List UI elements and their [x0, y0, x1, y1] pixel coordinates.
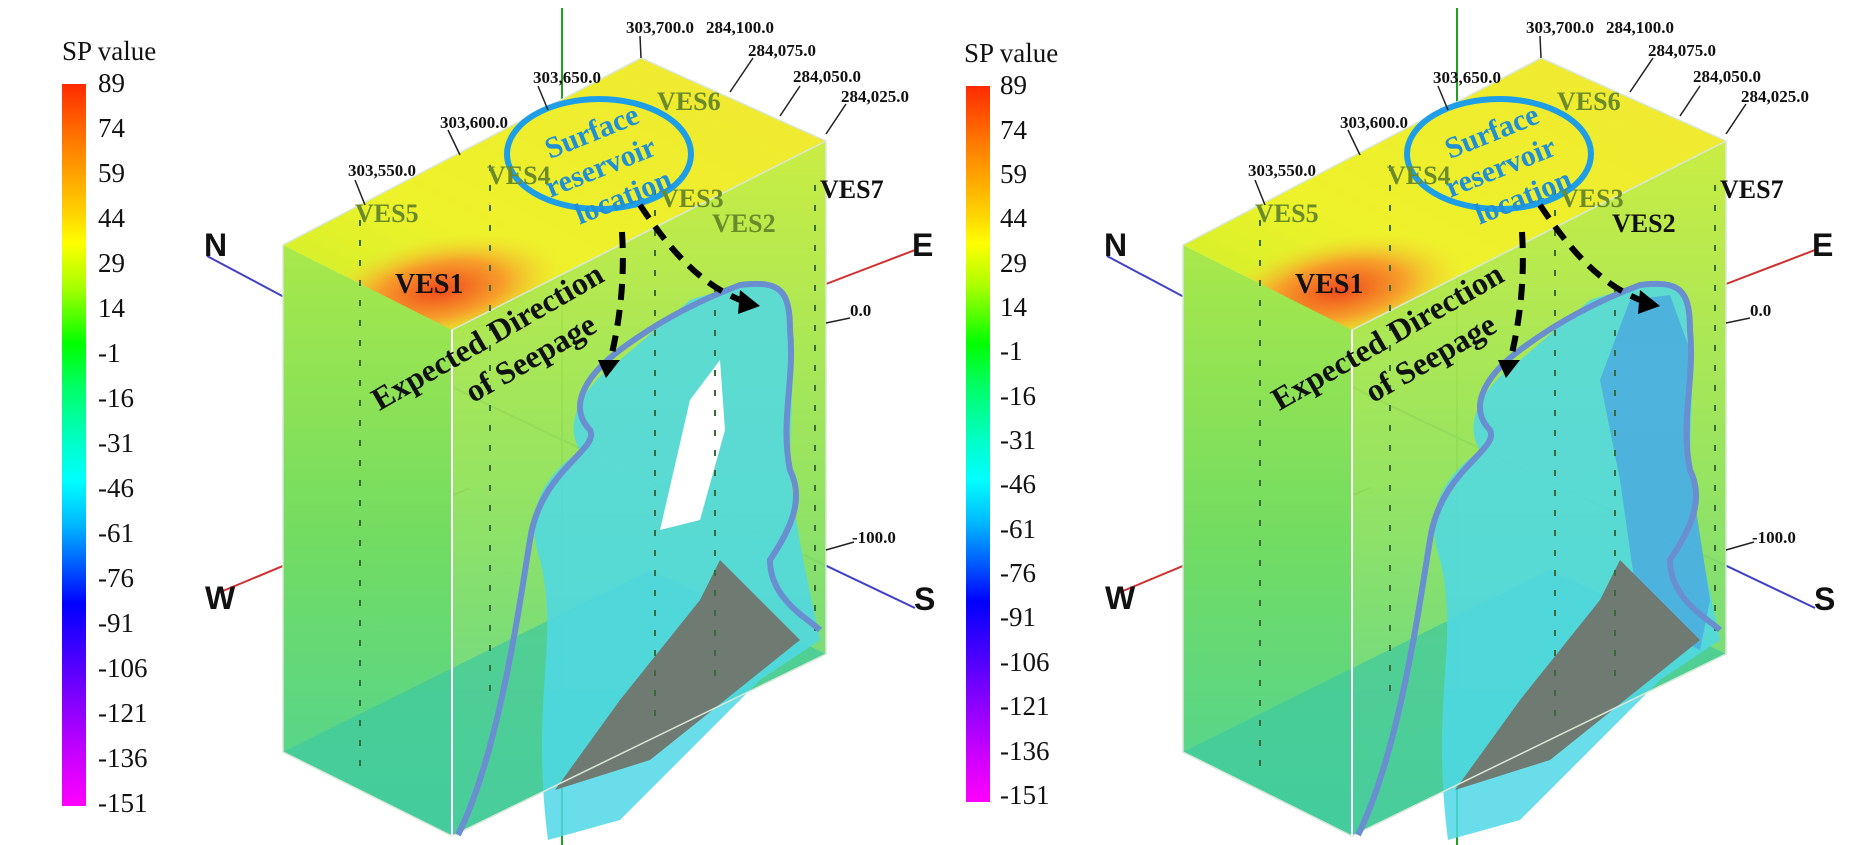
legend-tick: -31	[98, 428, 134, 458]
bedrock-surface	[555, 560, 800, 790]
coord-label: 303,600.0	[1340, 113, 1408, 132]
reservoir-ellipse	[1404, 96, 1594, 212]
coord-label: 303,600.0	[440, 113, 508, 132]
ves-label: VES2	[1612, 209, 1676, 238]
ves-label: VES4	[487, 161, 551, 190]
coord-label: 303,550.0	[348, 161, 416, 180]
coord-label: 303,700.0	[1526, 18, 1594, 37]
left-panel: SP value 89 74 59 44 29 14 -1 -16 -31 -4…	[62, 8, 935, 845]
seepage-core	[1600, 295, 1710, 650]
legend-tick: -46	[1000, 469, 1036, 499]
seepage-arrow	[1507, 231, 1526, 363]
legend-tick: -76	[98, 563, 134, 593]
legend-tick: -151	[98, 788, 148, 818]
legend-tick: 59	[1000, 159, 1027, 189]
borehole-lines	[1259, 165, 1716, 780]
legend-tick: -121	[1000, 691, 1050, 721]
coord-label: 284,100.0	[1606, 18, 1674, 37]
legend-tick: -16	[1000, 381, 1036, 411]
legend-tick: 29	[98, 248, 125, 278]
legend-tick: -1	[1000, 336, 1023, 366]
bedrock-surface	[1455, 560, 1700, 790]
legend-tick: 74	[98, 113, 125, 143]
legend-tick: 89	[98, 68, 125, 98]
legend-tick: -61	[98, 518, 134, 548]
legend-tick: -151	[1000, 780, 1050, 810]
legend-tick: -16	[98, 383, 134, 413]
block-front-face	[283, 245, 452, 836]
direction-north: N	[1104, 227, 1127, 263]
legend-tick: -61	[1000, 514, 1036, 544]
seepage-arrow	[607, 231, 626, 363]
depth-label: -100.0	[852, 528, 896, 547]
coord-label: 284,025.0	[1741, 87, 1809, 106]
ves-label: VES4	[1387, 161, 1451, 190]
legend-tick: -136	[98, 743, 148, 773]
legend-tick: -106	[1000, 647, 1050, 677]
coord-label: 284,100.0	[706, 18, 774, 37]
coord-label: 284,050.0	[793, 67, 861, 86]
ves-label: VES3	[660, 184, 724, 213]
ves-label: VES6	[657, 87, 721, 116]
legend-tick: 89	[1000, 70, 1027, 100]
legend-tick: 29	[1000, 248, 1027, 278]
legend-tick: 14	[1000, 292, 1027, 322]
seepage-anomaly	[534, 285, 820, 840]
legend-tick: 14	[98, 293, 125, 323]
legend-tick: -136	[1000, 736, 1050, 766]
color-bar	[966, 86, 990, 802]
direction-east: E	[912, 227, 933, 263]
legend-tick: -76	[1000, 558, 1036, 588]
block-diagram: 303,550.0 303,600.0 303,650.0 303,700.0 …	[1104, 8, 1835, 845]
ves-label: VES6	[1557, 87, 1621, 116]
block-diagram: 303,550.0 303,600.0 303,650.0 303,700.0 …	[204, 8, 935, 845]
legend-title: SP value	[964, 38, 1059, 68]
coord-label: 303,700.0	[626, 18, 694, 37]
direction-south: S	[1814, 581, 1835, 617]
ves-label: VES5	[1255, 199, 1319, 228]
direction-north: N	[204, 227, 227, 263]
depth-label: 0.0	[1750, 301, 1771, 320]
legend-tick: 44	[98, 203, 125, 233]
ves-label: VES1	[395, 269, 463, 300]
legend-title: SP value	[62, 36, 157, 66]
reservoir-ellipse	[504, 96, 694, 212]
coord-label: 284,050.0	[1693, 67, 1761, 86]
borehole-lines	[359, 165, 816, 780]
legend-tick: 74	[1000, 115, 1027, 145]
direction-south: S	[914, 581, 935, 617]
coord-label: 284,075.0	[1648, 41, 1716, 60]
coord-label: 284,075.0	[748, 41, 816, 60]
ves-label: VES3	[1560, 184, 1624, 213]
legend-tick: -91	[1000, 602, 1036, 632]
legend-tick: -91	[98, 608, 134, 638]
legend-tick: -121	[98, 698, 148, 728]
direction-west: W	[1105, 580, 1136, 616]
coord-label: 303,550.0	[1248, 161, 1316, 180]
legend-tick: 59	[98, 158, 125, 188]
ves-label: VES5	[355, 199, 419, 228]
ves-label: VES1	[1295, 269, 1363, 300]
direction-west: W	[205, 580, 236, 616]
legend-tick: -106	[98, 653, 148, 683]
seepage-outline	[455, 280, 823, 837]
depth-label: -100.0	[1752, 528, 1796, 547]
coord-label: 303,650.0	[1433, 68, 1501, 87]
depth-label: 0.0	[850, 301, 871, 320]
color-bar	[62, 84, 86, 806]
legend-tick: 44	[1000, 203, 1027, 233]
coord-label: 303,650.0	[533, 68, 601, 87]
legend-tick: -46	[98, 473, 134, 503]
ves-label: VES7	[1720, 175, 1784, 204]
right-panel: SP value 89 74 59 44 29 14 -1 -16 -31 -4…	[900, 0, 1836, 845]
seepage-outline	[1355, 280, 1723, 837]
legend-tick: -31	[1000, 425, 1036, 455]
ves-label: VES2	[712, 209, 776, 238]
ves-label: VES7	[820, 175, 884, 204]
direction-east: E	[1812, 227, 1833, 263]
legend-tick: -1	[98, 338, 121, 368]
coord-label: 284,025.0	[841, 87, 909, 106]
block-front-face	[1183, 245, 1352, 836]
